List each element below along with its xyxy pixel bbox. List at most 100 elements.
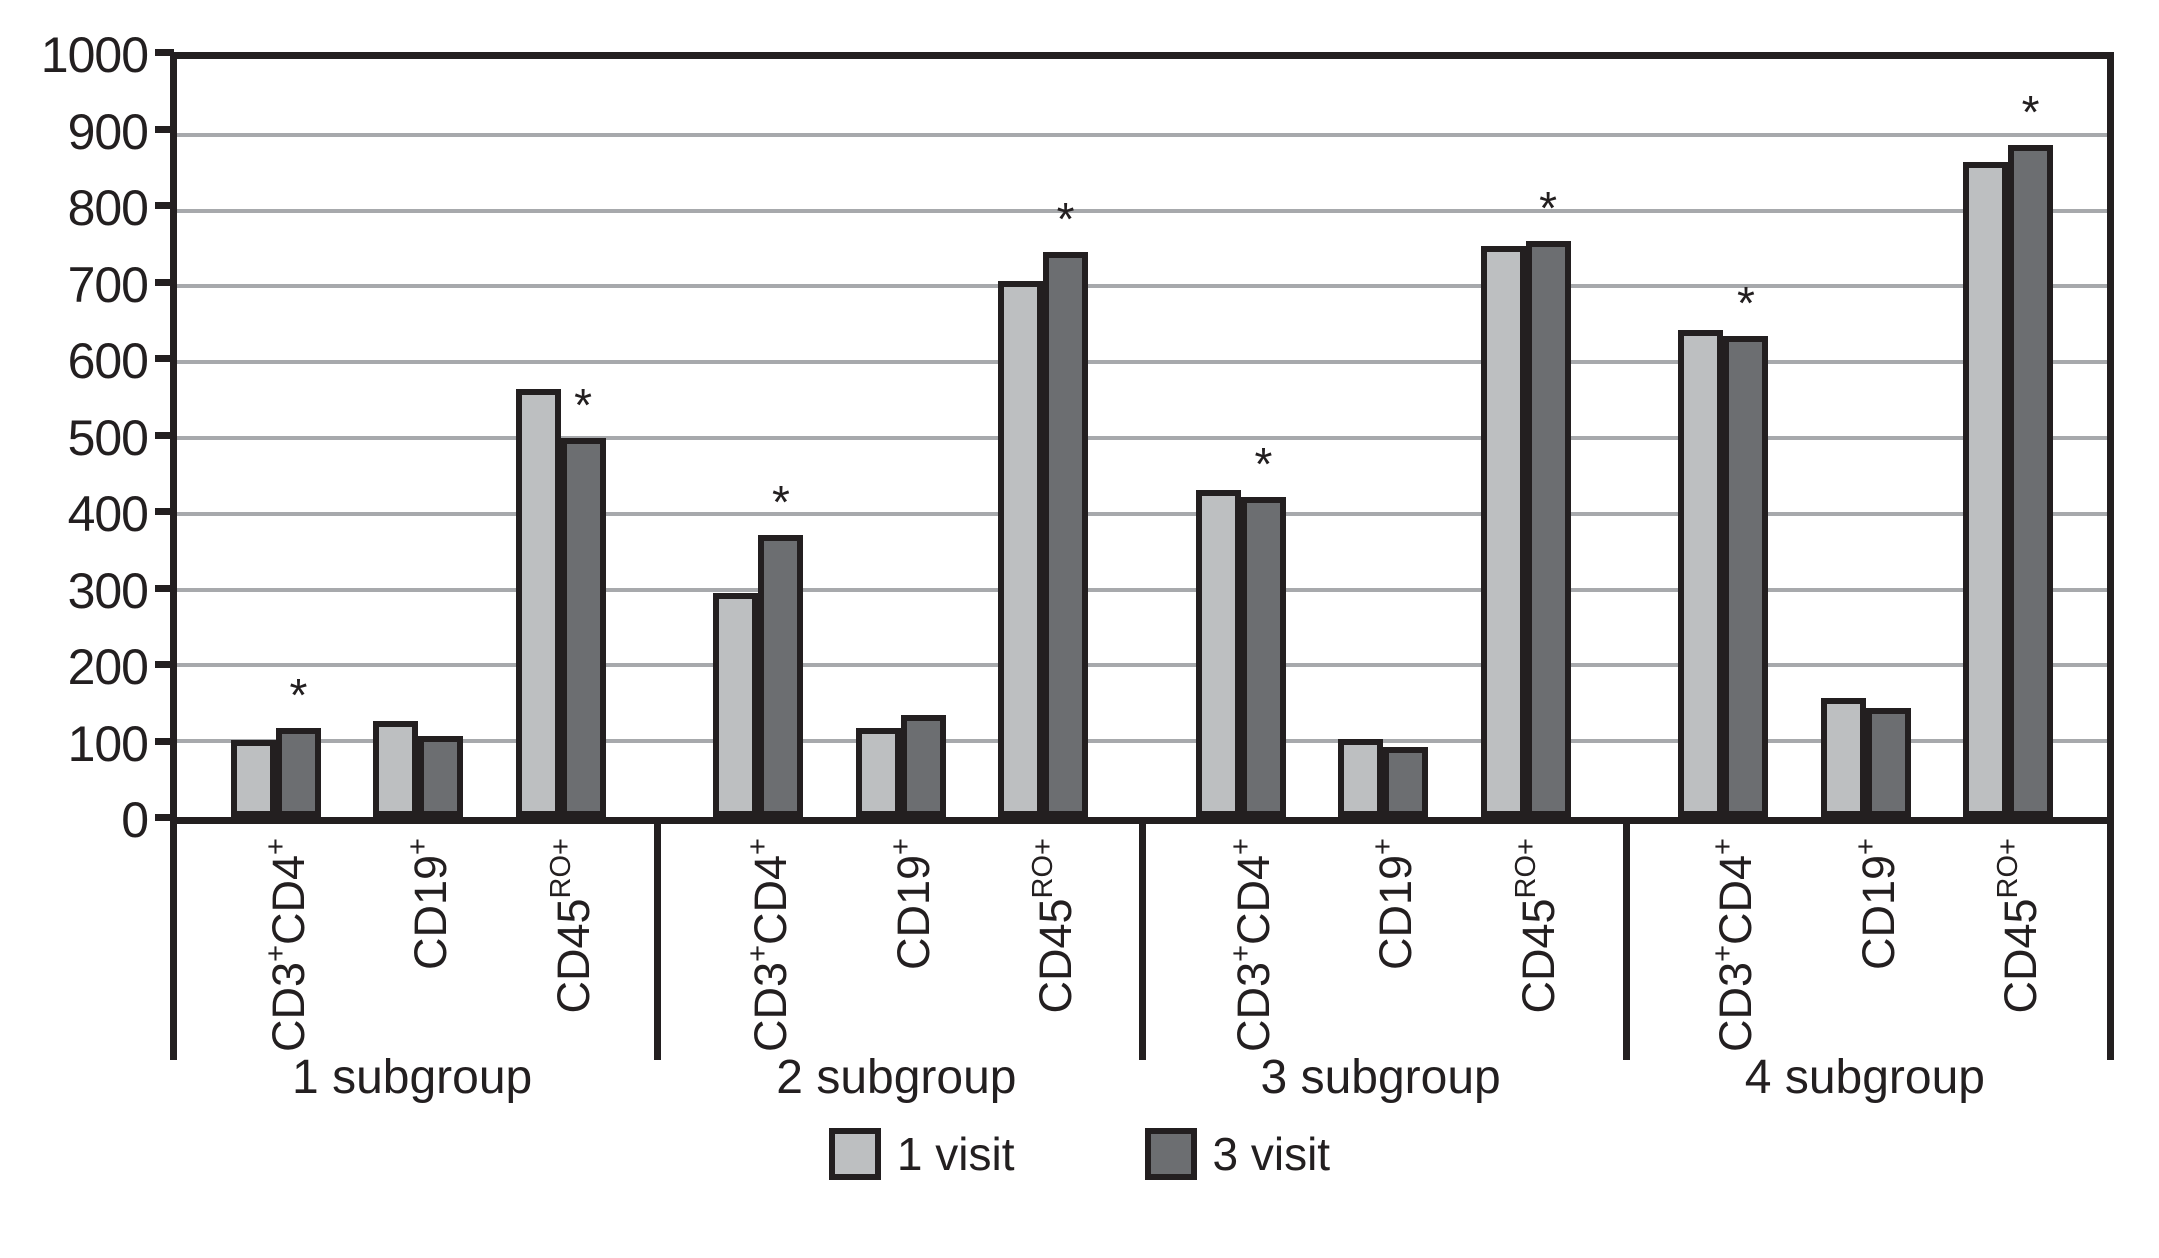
bar-1-visit bbox=[1963, 162, 2009, 817]
bar-3-visit bbox=[2008, 145, 2054, 817]
y-axis-tick bbox=[155, 202, 174, 209]
y-axis-tick bbox=[155, 355, 174, 362]
plot-area: * * * * * * * * bbox=[170, 52, 2114, 824]
gridline bbox=[177, 360, 2107, 365]
legend-label: 1 visit bbox=[896, 1128, 1015, 1180]
category-label-superscript: + bbox=[1849, 838, 1882, 855]
y-axis-tick-label: 900 bbox=[67, 103, 149, 160]
category-label-superscript: + bbox=[742, 838, 775, 855]
category-label: CD3+CD4+ bbox=[733, 838, 796, 1052]
significance-star: * bbox=[1056, 193, 1075, 245]
legend-label: 3 visit bbox=[1212, 1128, 1331, 1180]
subgroup-label: 4 subgroup bbox=[1744, 1051, 1985, 1104]
bar-group: * * bbox=[177, 59, 660, 817]
gridline bbox=[177, 436, 2107, 440]
category-label: CD45RO+ bbox=[1018, 838, 1081, 1014]
significance-star: * bbox=[574, 379, 593, 431]
y-axis-tick bbox=[155, 737, 174, 745]
significance-star: * bbox=[771, 476, 790, 528]
category-label: CD19+ bbox=[1841, 838, 1904, 970]
bar-pair bbox=[230, 728, 321, 817]
category-label-text: CD4 bbox=[1710, 854, 1762, 945]
significance-star: * bbox=[289, 669, 308, 721]
bar-pair bbox=[515, 389, 606, 817]
legend: 1 visit 3 visit bbox=[0, 1128, 2159, 1180]
y-axis-tick bbox=[155, 49, 174, 56]
y-axis-tick bbox=[155, 278, 174, 286]
category-label-text: CD3 bbox=[262, 961, 314, 1052]
bar-1-visit bbox=[230, 740, 276, 817]
bar-group: * * bbox=[660, 59, 1143, 817]
y-axis-tick bbox=[155, 431, 174, 439]
category-label-text: CD45 bbox=[1995, 898, 2047, 1014]
bar-3-visit bbox=[560, 438, 606, 817]
y-axis-tick-label: 400 bbox=[67, 486, 149, 542]
subgroup-label: 3 subgroup bbox=[1260, 1051, 1501, 1104]
y-axis-tick-label: 600 bbox=[67, 333, 149, 389]
significance-star: * bbox=[1736, 277, 1755, 329]
category-label-superscript: + bbox=[742, 944, 775, 962]
category-label-text: CD3 bbox=[1227, 961, 1279, 1052]
group-separator bbox=[1138, 817, 1146, 1060]
bar-3-visit bbox=[275, 728, 321, 817]
y-axis-tick-label: 100 bbox=[67, 715, 149, 772]
y-axis-tick-label: 700 bbox=[67, 256, 149, 313]
category-label-text: CD19 bbox=[1370, 854, 1422, 970]
category-label: CD45RO+ bbox=[1983, 838, 2046, 1014]
bar-1-visit bbox=[855, 728, 901, 817]
bar-pair bbox=[1480, 241, 1571, 817]
bar-3-visit bbox=[418, 736, 464, 817]
y-axis-tick-label: 0 bbox=[121, 792, 149, 848]
category-label-superscript: + bbox=[259, 838, 292, 855]
y-axis-tick-label: 500 bbox=[67, 409, 149, 466]
legend-swatch bbox=[828, 1128, 881, 1180]
bar-pair bbox=[713, 535, 804, 817]
y-axis-tick-label: 300 bbox=[67, 562, 149, 619]
bar-pair bbox=[855, 715, 946, 817]
bar-1-visit bbox=[1678, 330, 1724, 817]
bar-1-visit bbox=[1338, 739, 1384, 817]
category-label-superscript: RO+ bbox=[1027, 838, 1060, 899]
category-label-text: CD19 bbox=[887, 854, 939, 970]
bar-pair bbox=[1195, 490, 1286, 817]
legend-item: 1 visit bbox=[828, 1128, 1015, 1180]
category-label-text: CD19 bbox=[405, 854, 457, 970]
subgroup-label: 1 subgroup bbox=[292, 1051, 533, 1104]
legend-swatch bbox=[1144, 1128, 1197, 1180]
gridline bbox=[177, 663, 2107, 668]
bar-3-visit bbox=[1525, 241, 1571, 817]
bar-1-visit bbox=[373, 721, 419, 817]
bar-3-visit bbox=[1043, 252, 1089, 817]
category-label-superscript: + bbox=[259, 944, 292, 962]
category-label-text: CD45 bbox=[1512, 898, 1564, 1014]
gridline bbox=[177, 587, 2107, 592]
category-label: CD19+ bbox=[393, 838, 456, 970]
y-axis-tick-label: 800 bbox=[67, 180, 149, 236]
bar-pair bbox=[1963, 145, 2054, 817]
bar-group: * * bbox=[1625, 59, 2108, 817]
y-axis-tick bbox=[155, 125, 174, 133]
category-label-superscript: + bbox=[1224, 944, 1257, 962]
bar-1-visit bbox=[998, 281, 1044, 817]
bar-3-visit bbox=[1865, 708, 1911, 817]
bar-1-visit bbox=[1480, 246, 1526, 817]
y-axis-tick-label: 200 bbox=[67, 639, 149, 695]
category-label: CD45RO+ bbox=[536, 838, 599, 1014]
bar-group: * * bbox=[1142, 59, 1625, 817]
category-label-superscript: + bbox=[402, 838, 435, 855]
bar-3-visit bbox=[1723, 336, 1769, 817]
category-label: CD19+ bbox=[876, 838, 939, 970]
category-label-superscript: + bbox=[1707, 838, 1740, 855]
category-label-text: CD45 bbox=[1030, 898, 1082, 1014]
y-axis-tick bbox=[155, 584, 174, 592]
category-label-superscript: RO+ bbox=[544, 838, 577, 899]
significance-star: * bbox=[1539, 182, 1558, 234]
category-label-superscript: + bbox=[1367, 838, 1400, 855]
y-axis-tick bbox=[155, 661, 174, 668]
category-label: CD3+CD4+ bbox=[1216, 838, 1279, 1052]
bar-3-visit bbox=[758, 535, 804, 817]
legend-item: 3 visit bbox=[1144, 1128, 1331, 1180]
group-separator bbox=[1622, 817, 1630, 1060]
group-separator bbox=[2107, 817, 2114, 1060]
